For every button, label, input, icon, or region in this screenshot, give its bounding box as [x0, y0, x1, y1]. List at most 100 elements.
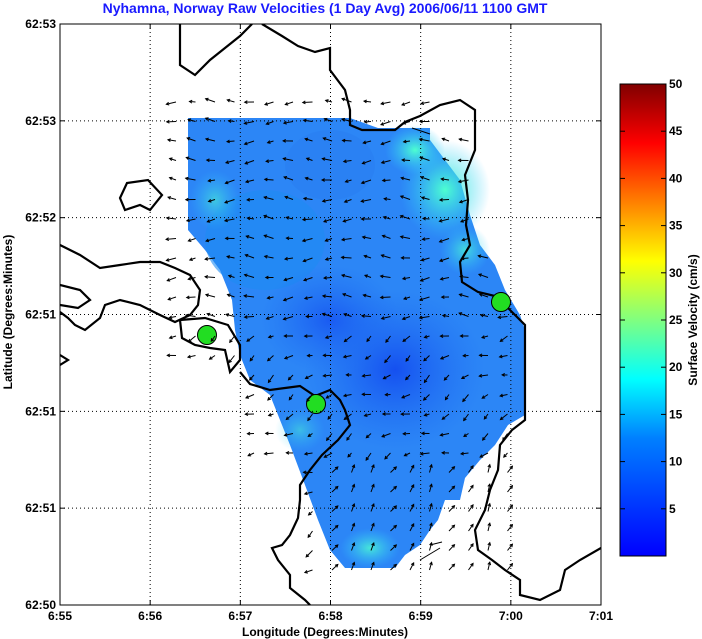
velocity-vector: [442, 138, 450, 142]
velocity-vector: [448, 485, 455, 493]
velocity-vector: [487, 464, 491, 473]
velocity-vector: [245, 160, 255, 165]
velocity-vector-head: [166, 138, 171, 142]
velocity-vector: [169, 335, 177, 339]
velocity-vector-head: [166, 353, 171, 358]
velocity-vector-head: [342, 218, 347, 223]
velocity-vector-head: [501, 373, 505, 377]
velocity-vector-head: [343, 312, 348, 317]
velocity-vector: [344, 413, 352, 420]
velocity-vector-head: [481, 395, 486, 399]
velocity-vector-head: [249, 357, 254, 362]
velocity-vector: [225, 313, 235, 317]
velocity-vector-head: [307, 534, 312, 539]
velocity-vector: [479, 452, 489, 458]
velocity-vector-head: [423, 335, 428, 339]
velocity-vector-head: [439, 276, 444, 281]
velocity-vector: [402, 316, 411, 320]
velocity-vector: [409, 523, 415, 532]
velocity-vector-head: [307, 511, 312, 516]
velocity-vector-head: [264, 275, 269, 280]
velocity-vector-head: [402, 121, 407, 125]
velocity-vector-head: [224, 200, 229, 204]
velocity-vector-head: [364, 356, 369, 360]
field-patch-cyan: [275, 408, 325, 452]
colorbar-gradient: [619, 83, 667, 557]
velocity-vector-head: [301, 100, 306, 105]
velocity-vector-head: [483, 415, 488, 420]
velocity-vector-head: [229, 339, 233, 344]
velocity-vector-head: [283, 433, 288, 437]
velocity-vector-head: [429, 463, 433, 468]
velocity-vector: [461, 257, 469, 260]
velocity-vector-head: [186, 354, 191, 359]
velocity-vector: [224, 218, 235, 222]
y-tick-label: 62:51: [25, 404, 56, 418]
colorbar-tick-label: 20: [669, 360, 683, 374]
velocity-vector: [305, 177, 313, 181]
velocity-vector-head: [324, 99, 329, 103]
velocity-vector: [186, 157, 196, 161]
velocity-vector-head: [470, 523, 474, 528]
velocity-vector: [267, 394, 274, 401]
velocity-vector-head: [325, 437, 330, 442]
velocity-vector: [341, 274, 352, 278]
velocity-vector: [364, 255, 372, 259]
velocity-vector: [331, 466, 339, 473]
velocity-vector-head: [243, 294, 248, 298]
velocity-vector-head: [187, 118, 192, 122]
velocity-vector-head: [334, 563, 339, 568]
velocity-vector: [507, 465, 513, 473]
velocity-vector-head: [499, 393, 504, 398]
velocity-vector: [362, 374, 372, 377]
velocity-vector: [244, 316, 255, 318]
velocity-vector-head: [401, 395, 406, 399]
velocity-vector-head: [393, 544, 398, 549]
velocity-vector-head: [439, 334, 444, 338]
velocity-vector-head: [459, 219, 465, 223]
velocity-vector: [468, 563, 474, 571]
velocity-vector: [305, 374, 313, 379]
velocity-vector: [361, 179, 372, 184]
velocity-vector-head: [264, 102, 269, 106]
velocity-vector: [402, 277, 411, 280]
velocity-vector: [403, 296, 411, 300]
velocity-vector: [266, 121, 274, 125]
velocity-vector-head: [284, 102, 289, 106]
velocity-vector-head: [340, 273, 346, 278]
velocity-vector: [499, 355, 508, 358]
velocity-vector: [205, 138, 216, 142]
colorbar-tick-label: 15: [669, 407, 683, 421]
velocity-vector-head: [385, 339, 389, 344]
velocity-vector: [419, 316, 430, 319]
velocity-vector-head: [206, 312, 211, 317]
velocity-vector-head: [204, 275, 209, 279]
velocity-vector: [244, 140, 255, 145]
velocity-vector-head: [361, 373, 366, 378]
velocity-vector-head: [509, 504, 514, 509]
velocity-vector-head: [470, 484, 474, 489]
velocity-vector-head: [362, 140, 367, 145]
velocity-vector: [168, 296, 177, 301]
velocity-vector: [482, 433, 489, 441]
velocity-vector-head: [206, 219, 211, 223]
velocity-vector-head: [380, 101, 385, 106]
velocity-vector-head: [344, 179, 349, 183]
velocity-vector: [351, 484, 355, 493]
velocity-vector: [284, 196, 294, 200]
velocity-vector-head: [451, 543, 456, 548]
velocity-vector-head: [165, 258, 170, 262]
velocity-vector-head: [283, 175, 288, 180]
velocity-vector: [246, 235, 255, 239]
velocity-vector-head: [393, 466, 398, 471]
velocity-vector: [324, 118, 333, 122]
chart-title: Nyhamna, Norway Raw Velocities (1 Day Av…: [103, 0, 548, 16]
velocity-vector-head: [363, 274, 369, 278]
velocity-vector-head: [410, 542, 415, 547]
velocity-vector-head: [470, 465, 474, 469]
velocity-vector-head: [410, 483, 415, 488]
velocity-vector: [166, 101, 177, 105]
velocity-vector-head: [343, 338, 348, 343]
velocity-vector-head: [441, 157, 446, 162]
velocity-vector: [365, 452, 372, 461]
